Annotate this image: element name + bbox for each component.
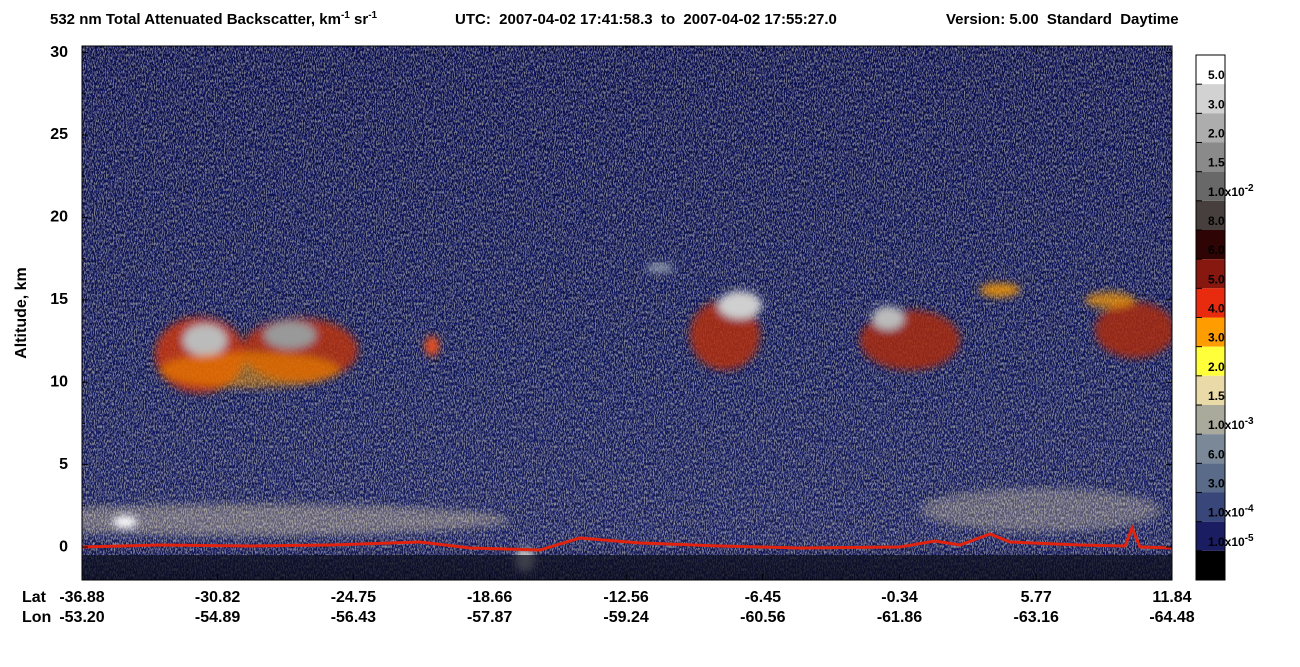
x-tick-label: -56.43 <box>331 609 376 626</box>
colorbar-block <box>1196 171 1225 201</box>
colorbar-block <box>1196 113 1225 143</box>
colorbar-label-exp: -2 <box>1245 182 1254 193</box>
colorbar-block <box>1196 492 1225 522</box>
colorbar-label: 2.0 <box>1208 127 1225 141</box>
colorbar-label-exp: -3 <box>1245 416 1254 427</box>
colorbar-label-text: 1.5 <box>1208 156 1225 170</box>
x-tick-label: 5.77 <box>1021 589 1052 606</box>
title-unit: sr <box>350 11 369 28</box>
colorbar-label-text: 2.0 <box>1208 127 1225 141</box>
colorbar-label: 6.0 <box>1208 243 1225 257</box>
surface-return <box>82 524 1172 552</box>
y-tick-label: 30 <box>50 44 68 61</box>
x-tick-label: -61.86 <box>877 609 922 626</box>
x-tick-label: -0.34 <box>881 589 918 606</box>
colorbar-block <box>1196 317 1225 347</box>
x-tick-label: -63.16 <box>1014 609 1059 626</box>
colorbar-block <box>1196 434 1225 464</box>
colorbar-label-text: 1.5 <box>1208 389 1225 403</box>
colorbar-block <box>1196 521 1225 551</box>
colorbar-label-text: 1.0x10 <box>1208 418 1245 432</box>
colorbar-label: 8.0 <box>1208 214 1225 228</box>
x-tick-label: -18.66 <box>467 589 512 606</box>
colorbar-label: 1.5 <box>1208 389 1225 403</box>
colorbar-block <box>1196 55 1225 85</box>
subsurface <box>82 555 1172 580</box>
colorbar-block <box>1196 405 1225 435</box>
colorbar-label: 6.0 <box>1208 448 1225 462</box>
y-tick-label: 25 <box>50 126 68 143</box>
title-exp: -1 <box>368 10 377 21</box>
cloud-features <box>82 264 1172 572</box>
x-tick-label: -36.88 <box>59 589 104 606</box>
y-tick-label: 0 <box>59 538 68 555</box>
colorbar-label-text: 6.0 <box>1208 448 1225 462</box>
colorbar-label-text: 4.0 <box>1208 302 1225 316</box>
colorbar-label-text: 2.0 <box>1208 360 1225 374</box>
x-tick-label: -57.87 <box>467 609 512 626</box>
colorbar-label-text: 3.0 <box>1208 331 1225 345</box>
colorbar-block <box>1196 200 1225 230</box>
colorbar-block <box>1196 346 1225 376</box>
colorbar-block <box>1196 288 1225 318</box>
x-tick-label: 11.84 <box>1152 589 1191 606</box>
colorbar-label: 5.0 <box>1208 68 1225 82</box>
x-tick-label: -12.56 <box>603 589 648 606</box>
colorbar-label: 1.0x10-3 <box>1208 416 1254 433</box>
colorbar-label-exp: -5 <box>1245 532 1254 543</box>
x-tick-label: -6.45 <box>745 589 782 606</box>
colorbar-label-text: 8.0 <box>1208 214 1225 228</box>
colorbar-label: 1.0x10-4 <box>1208 503 1254 520</box>
title-exp: -1 <box>341 10 350 21</box>
colorbar-label-exp: -4 <box>1245 503 1254 514</box>
colorbar-block <box>1196 550 1225 580</box>
colorbar-label: 4.0 <box>1208 302 1225 316</box>
colorbar-label: 3.0 <box>1208 477 1225 491</box>
colorbar-label-text: 5.0 <box>1208 273 1225 287</box>
y-tick-label: 15 <box>50 291 68 308</box>
y-tick-label: 10 <box>50 373 68 390</box>
colorbar-block <box>1196 463 1225 493</box>
colorbar-label: 3.0 <box>1208 98 1225 112</box>
backscatter-image <box>82 46 1172 580</box>
x-tick-label: -54.89 <box>195 609 240 626</box>
y-tick-label: 5 <box>59 456 68 473</box>
plot-frame <box>81 45 1173 581</box>
x-tick-label: -64.48 <box>1149 609 1194 626</box>
colorbar-label: 1.0x10-2 <box>1208 182 1254 199</box>
x-tick-label: -53.20 <box>59 609 104 626</box>
x-tick-label: -59.24 <box>603 609 648 626</box>
colorbar-label: 1.0x10-5 <box>1208 532 1254 549</box>
x-tick-label: -30.82 <box>195 589 240 606</box>
colorbar-label: 3.0 <box>1208 331 1225 345</box>
utc-range: UTC: 2007-04-02 17:41:58.3 to 2007-04-02… <box>455 11 837 28</box>
colorbar-label: 5.0 <box>1208 273 1225 287</box>
colorbar-label-text: 5.0 <box>1208 68 1225 82</box>
colorbar-label: 1.5 <box>1208 156 1225 170</box>
colorbar-label-text: 3.0 <box>1208 98 1225 112</box>
x-row-label: Lat <box>22 589 47 606</box>
title-text: 532 nm Total Attenuated Backscatter, km <box>50 11 341 28</box>
x-row-label: Lon <box>22 609 51 626</box>
y-tick-label: 20 <box>50 209 68 226</box>
colorbar-label-text: 1.0x10 <box>1208 506 1245 520</box>
colorbar-label-text: 1.0x10 <box>1208 535 1245 549</box>
colorbar-block <box>1196 375 1225 405</box>
x-tick-label: -24.75 <box>331 589 376 606</box>
y-axis-label: Altitude, km <box>13 267 30 359</box>
version-info: Version: 5.00 Standard Daytime <box>946 11 1179 28</box>
colorbar-label-text: 3.0 <box>1208 477 1225 491</box>
x-tick-label: -60.56 <box>740 609 785 626</box>
colorbar-block <box>1196 142 1225 172</box>
colorbar-label: 2.0 <box>1208 360 1225 374</box>
colorbar-label-text: 6.0 <box>1208 243 1225 257</box>
colorbar-block <box>1196 84 1225 114</box>
chart-title: 532 nm Total Attenuated Backscatter, km-… <box>50 10 378 28</box>
colorbar-block <box>1196 259 1225 289</box>
colorbar-label-text: 1.0x10 <box>1208 185 1245 199</box>
colorbar-block <box>1196 230 1225 260</box>
